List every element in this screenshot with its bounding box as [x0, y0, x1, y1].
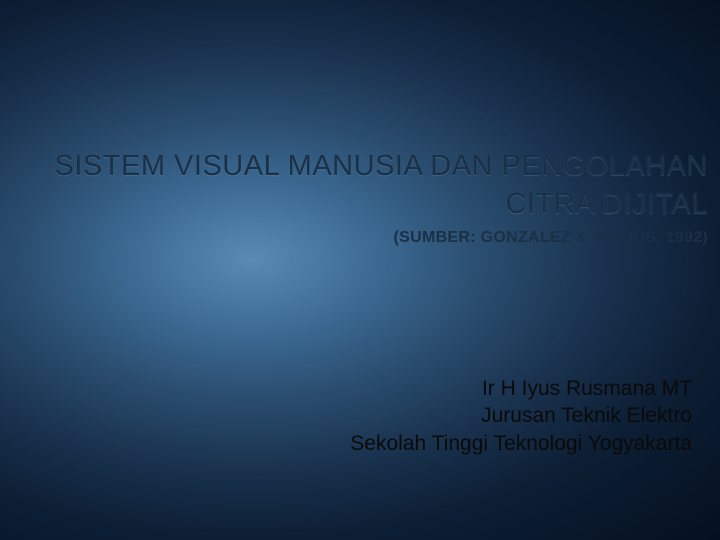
author-block: Ir H Iyus Rusmana MT Jurusan Teknik Elek… [32, 375, 692, 457]
presentation-slide: SISTEM VISUAL MANUSIA DAN PENGOLAHAN CIT… [0, 0, 720, 540]
author-institution: Sekolah Tinggi Teknologi Yogyakarta [32, 430, 692, 457]
author-name: Ir H Iyus Rusmana MT [32, 375, 692, 402]
title-block: SISTEM VISUAL MANUSIA DAN PENGOLAHAN CIT… [18, 148, 708, 247]
title-line-1: SISTEM VISUAL MANUSIA DAN PENGOLAHAN [18, 148, 708, 186]
author-department: Jurusan Teknik Elektro [32, 402, 692, 429]
title-line-2: CITRA DIJITAL [18, 186, 708, 224]
subtitle: (SUMBER: GONZALEZ & WOODS, 1992) [18, 229, 708, 247]
